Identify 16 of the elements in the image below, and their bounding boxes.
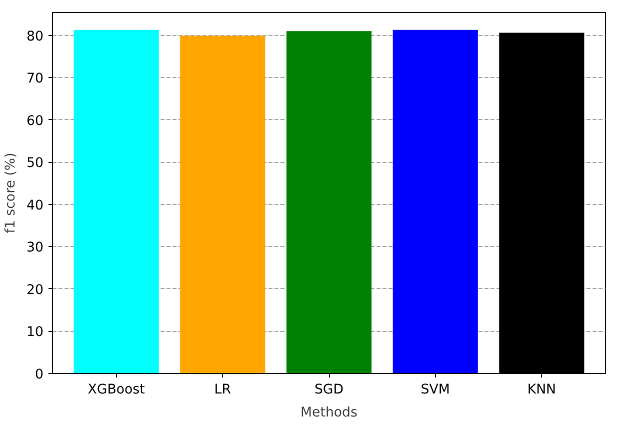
x-tick-label: KNN [527, 382, 556, 398]
y-tick-label: 80 [26, 29, 44, 44]
x-tick-label: XGBoost [88, 382, 145, 398]
y-tick-label: 40 [26, 198, 44, 214]
y-tick-label: 70 [26, 72, 44, 87]
y-tick-label: 50 [26, 156, 44, 172]
y-tick-label: 0 [35, 368, 44, 382]
y-axis-title: f1 score (%) [4, 152, 19, 234]
y-tick-label: 20 [26, 282, 44, 298]
x-tick-label: SVM [420, 382, 450, 398]
x-axis-title: Methods [300, 406, 358, 420]
y-tick-label: 10 [26, 325, 44, 340]
y-tick-label: 30 [26, 240, 44, 256]
x-tick-label: SGD [314, 382, 344, 398]
x-tick-label: LR [214, 382, 231, 398]
y-tick-label: 60 [26, 114, 44, 129]
